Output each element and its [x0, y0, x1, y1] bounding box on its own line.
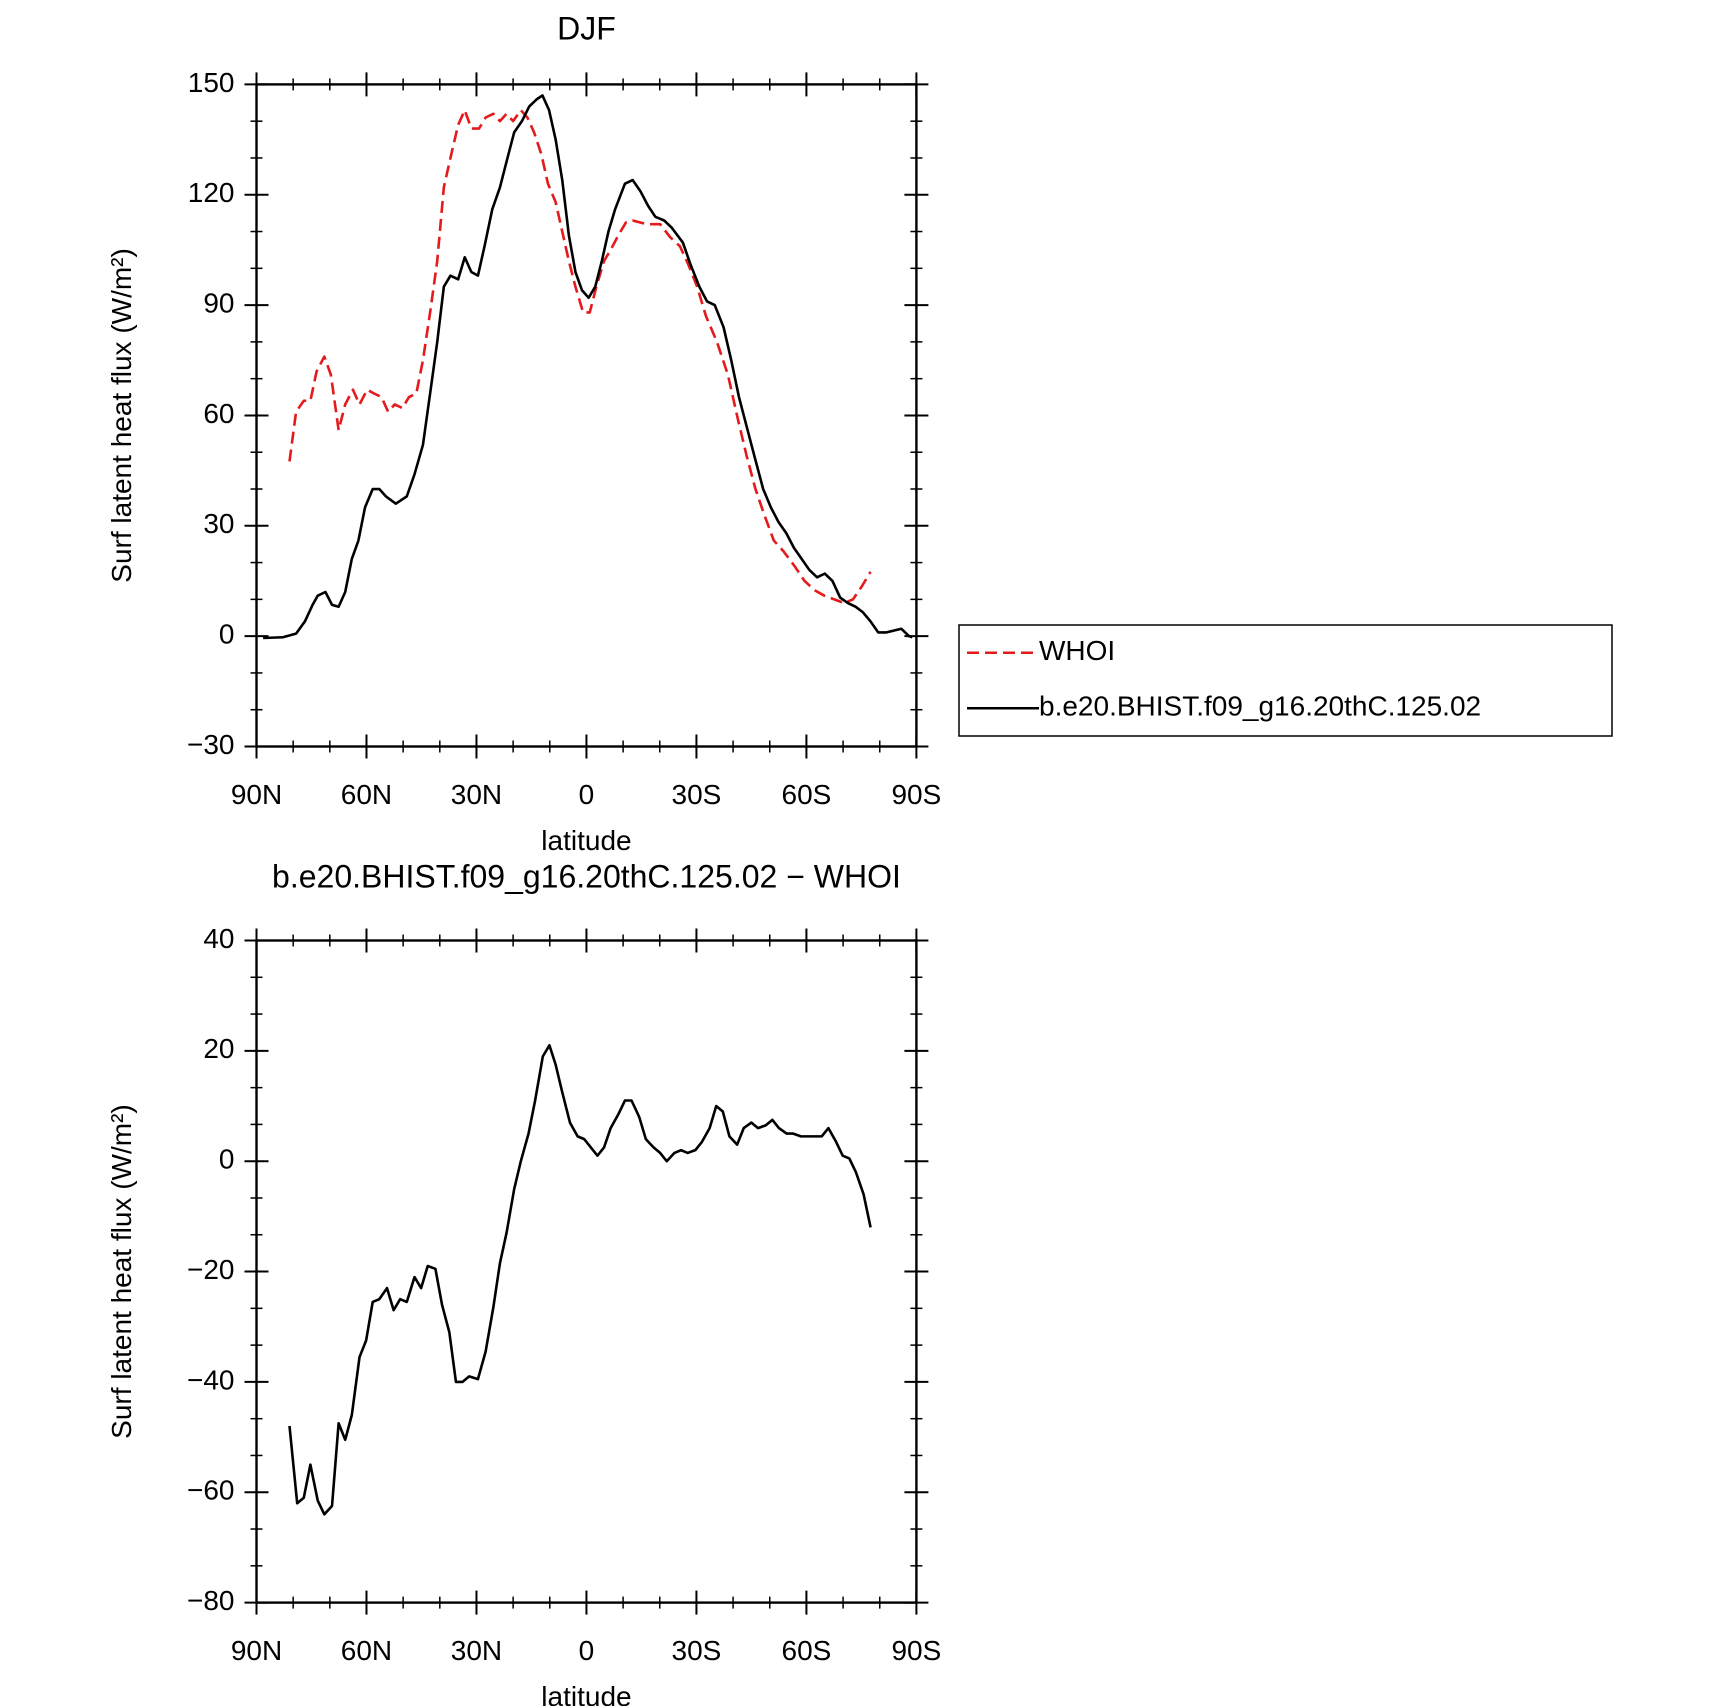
- x-tick-label: 60S: [782, 779, 832, 810]
- y-tick-label: 20: [203, 1033, 234, 1064]
- x-tick-label: 30S: [672, 1635, 722, 1666]
- y-axis-label: Surf latent heat flux (W/m²): [106, 1104, 137, 1439]
- y-tick-label: −40: [187, 1364, 235, 1395]
- data-line: [288, 108, 872, 605]
- x-tick-label: 30N: [451, 1635, 502, 1666]
- data-line: [288, 1044, 872, 1516]
- x-axis-label: latitude: [541, 825, 631, 856]
- x-tick-label: 60S: [782, 1635, 832, 1666]
- axes: [250, 78, 923, 753]
- plot-frame: [255, 939, 918, 1604]
- chart-title: DJF: [557, 10, 616, 46]
- x-axis-label: latitude: [541, 1681, 631, 1706]
- y-tick-label: 150: [188, 67, 235, 98]
- x-tick-label: 0: [579, 1635, 595, 1666]
- x-tick-label: 90S: [891, 779, 941, 810]
- y-tick-label: 0: [219, 1144, 235, 1175]
- y-tick-label: 90: [203, 287, 234, 318]
- data-line: [263, 94, 913, 640]
- y-tick-label: 30: [203, 508, 234, 539]
- plot-frame: [255, 83, 918, 748]
- y-tick-label: 40: [203, 923, 234, 954]
- y-tick-label: −60: [187, 1475, 235, 1506]
- x-tick-label: 0: [579, 779, 595, 810]
- legend-label: b.e20.BHIST.f09_g16.20thC.125.02: [1039, 691, 1481, 722]
- x-tick-label: 30S: [672, 779, 722, 810]
- y-tick-label: 0: [219, 619, 235, 650]
- x-tick-label: 90N: [231, 1635, 282, 1666]
- x-tick-label: 60N: [341, 779, 392, 810]
- x-tick-label: 90N: [231, 779, 282, 810]
- y-tick-label: 60: [203, 398, 234, 429]
- y-tick-label: −20: [187, 1254, 235, 1285]
- y-tick-label: −80: [187, 1585, 235, 1616]
- y-tick-label: −30: [187, 729, 235, 760]
- chart-title: b.e20.BHIST.f09_g16.20thC.125.02 − WHOI: [272, 858, 901, 894]
- x-tick-label: 30N: [451, 779, 502, 810]
- x-tick-label: 90S: [891, 1635, 941, 1666]
- axes: [250, 934, 923, 1609]
- y-axis-label: Surf latent heat flux (W/m²): [106, 248, 137, 583]
- y-tick-label: 120: [188, 177, 235, 208]
- x-tick-label: 60N: [341, 1635, 392, 1666]
- legend-label: WHOI: [1039, 635, 1115, 666]
- legend-box: [958, 624, 1613, 737]
